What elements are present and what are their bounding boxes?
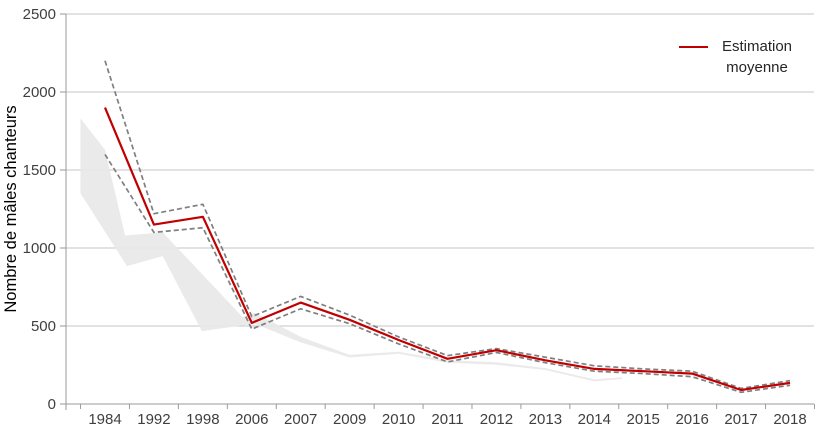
legend: Estimation moyenne <box>679 36 803 78</box>
x-tick-label: 2013 <box>529 411 562 428</box>
y-tick-label: 0 <box>48 396 56 413</box>
x-tick-label: 2014 <box>578 411 611 428</box>
series-estimation-moyenne <box>103 107 791 392</box>
x-tick-label: 1992 <box>137 411 170 428</box>
x-tick-label: 2011 <box>431 411 463 428</box>
x-tick-label: 2007 <box>284 411 317 428</box>
x-tick-label: 2016 <box>675 411 708 428</box>
x-tick-label: 2006 <box>235 411 268 428</box>
y-tick-label: 500 <box>31 318 56 335</box>
x-tick-label: 1984 <box>88 411 121 428</box>
y-tick-label: 2000 <box>23 84 56 101</box>
x-tick-label: 2017 <box>724 411 757 428</box>
x-tick-label: 2015 <box>627 411 660 428</box>
legend-line-sample <box>679 46 708 48</box>
bande-grise-estimation-anterieure <box>80 118 623 382</box>
series-intervalle-inferieur <box>104 153 791 394</box>
x-tick-label: 2009 <box>333 411 366 428</box>
y-tick-label: 1500 <box>23 162 56 179</box>
x-tick-label: 2010 <box>382 411 415 428</box>
x-tick-label: 2012 <box>480 411 513 428</box>
x-tick-label: 2018 <box>773 411 806 428</box>
x-tick-label: 1998 <box>186 411 219 428</box>
series-intervalle-superieur <box>104 60 791 390</box>
legend-label: Estimation moyenne <box>721 38 793 76</box>
y-tick-label: 1000 <box>23 240 56 257</box>
y-axis-title: Nombre de mâles chanteurs <box>2 105 20 312</box>
y-tick-label: 2500 <box>23 6 56 23</box>
